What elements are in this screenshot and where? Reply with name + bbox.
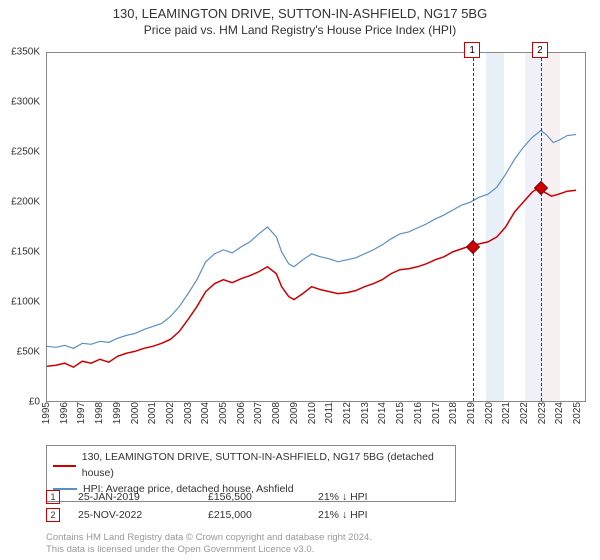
y-tick-label: £50K [0,347,40,358]
x-tick-label: 2006 [236,402,247,424]
x-tick-label: 2022 [519,402,530,424]
x-tick-label: 2013 [360,402,371,424]
x-tick-label: 2018 [448,402,459,424]
x-tick-label: 2001 [147,402,158,424]
chart-area: £0£50K£100K£150K£200K£250K£300K£350K 12 … [46,52,586,422]
x-tick-label: 2025 [572,402,583,424]
marker-line [473,53,474,401]
transaction-price: £215,000 [208,509,318,521]
x-tick-label: 2015 [395,402,406,424]
legend-label: 130, LEAMINGTON DRIVE, SUTTON-IN-ASHFIEL… [82,450,449,482]
transaction-marker-icon: 2 [46,508,60,522]
y-tick-label: £150K [0,247,40,258]
x-tick-label: 2002 [165,402,176,424]
transaction-table: 1 25-JAN-2019 £156,500 21% ↓ HPI 2 25-NO… [46,488,546,524]
x-tick-label: 2000 [130,402,141,424]
y-tick-label: £100K [0,297,40,308]
x-tick-label: 2023 [537,402,548,424]
y-tick-label: £350K [0,47,40,58]
x-tick-label: 2005 [218,402,229,424]
transaction-price: £156,500 [208,491,318,503]
x-tick-label: 2017 [431,402,442,424]
legend-row: 130, LEAMINGTON DRIVE, SUTTON-IN-ASHFIEL… [53,450,449,482]
x-tick-label: 1997 [76,402,87,424]
x-tick-label: 2020 [484,402,495,424]
x-tick-label: 1998 [94,402,105,424]
chart-subtitle: Price paid vs. HM Land Registry's House … [0,23,600,37]
transaction-date: 25-NOV-2022 [78,509,208,521]
attribution-line: Contains HM Land Registry data © Crown c… [46,532,372,544]
marker-label-box: 1 [464,42,480,58]
x-tick-label: 2009 [289,402,300,424]
title-block: 130, LEAMINGTON DRIVE, SUTTON-IN-ASHFIEL… [0,0,600,37]
marker-label-box: 2 [532,42,548,58]
x-tick-label: 1995 [41,402,52,424]
x-tick-label: 2007 [253,402,264,424]
marker-line [541,53,542,401]
x-tick-label: 2019 [466,402,477,424]
transaction-change: 21% ↓ HPI [318,491,368,503]
x-tick-label: 2003 [183,402,194,424]
table-row: 1 25-JAN-2019 £156,500 21% ↓ HPI [46,488,546,506]
attribution-line: This data is licensed under the Open Gov… [46,544,372,556]
y-tick-label: £250K [0,147,40,158]
y-tick-label: £200K [0,197,40,208]
x-tick-label: 2021 [501,402,512,424]
x-tick-label: 2010 [307,402,318,424]
transaction-change: 21% ↓ HPI [318,509,368,521]
legend-swatch [53,465,76,467]
series-line-price_paid [47,187,576,367]
x-tick-label: 2014 [377,402,388,424]
x-tick-label: 2008 [271,402,282,424]
y-tick-label: £0 [0,397,40,408]
series-svg [47,53,585,401]
x-tick-label: 2024 [554,402,565,424]
x-tick-label: 2011 [324,402,335,424]
plot-surface [46,52,586,402]
x-tick-label: 2016 [413,402,424,424]
x-tick-label: 1999 [112,402,123,424]
x-tick-label: 2004 [200,402,211,424]
y-tick-label: £300K [0,97,40,108]
attribution: Contains HM Land Registry data © Crown c… [46,532,372,556]
x-tick-label: 1996 [59,402,70,424]
series-line-hpi [47,131,576,349]
chart-container: 130, LEAMINGTON DRIVE, SUTTON-IN-ASHFIEL… [0,0,600,560]
chart-title: 130, LEAMINGTON DRIVE, SUTTON-IN-ASHFIEL… [0,6,600,21]
table-row: 2 25-NOV-2022 £215,000 21% ↓ HPI [46,506,546,524]
transaction-date: 25-JAN-2019 [78,491,208,503]
transaction-marker-icon: 1 [46,490,60,504]
x-tick-label: 2012 [342,402,353,424]
